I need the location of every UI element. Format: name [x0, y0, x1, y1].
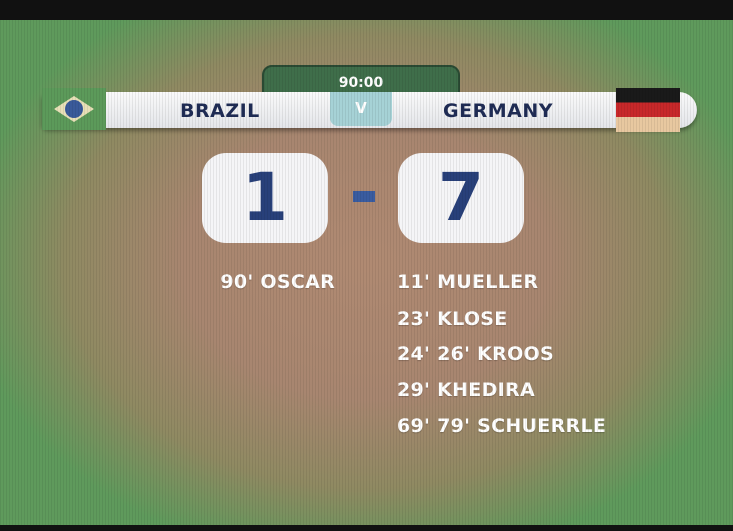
brazil-flag-icon — [42, 88, 106, 130]
home-team: BRAZIL — [180, 100, 260, 122]
away-scorer: 24' 26' KROOS — [397, 343, 554, 365]
clock-text: 90:00 — [338, 75, 384, 91]
home-scorer: 90' OSCAR — [220, 271, 335, 293]
away-team: GERMANY — [443, 100, 553, 122]
away-scorer: 29' KHEDIRA — [397, 379, 535, 401]
match-clock: 90:00 — [262, 65, 460, 97]
home-score: 1 — [202, 153, 328, 243]
versus-label: V — [330, 92, 392, 126]
teams-bar — [42, 92, 697, 128]
away-scorer: 69' 79' SCHUERRLE — [397, 415, 607, 437]
away-scorer: 23' KLOSE — [397, 308, 508, 330]
away-score: 7 — [398, 153, 524, 243]
germany-flag-icon — [616, 88, 680, 132]
away-scorer: 11' MUELLER — [397, 271, 539, 293]
scoreboard-screen: 90:00 BRAZIL V GERMANY 1 7 90' OSCAR 11'… — [0, 20, 733, 525]
score-dash — [353, 191, 375, 202]
